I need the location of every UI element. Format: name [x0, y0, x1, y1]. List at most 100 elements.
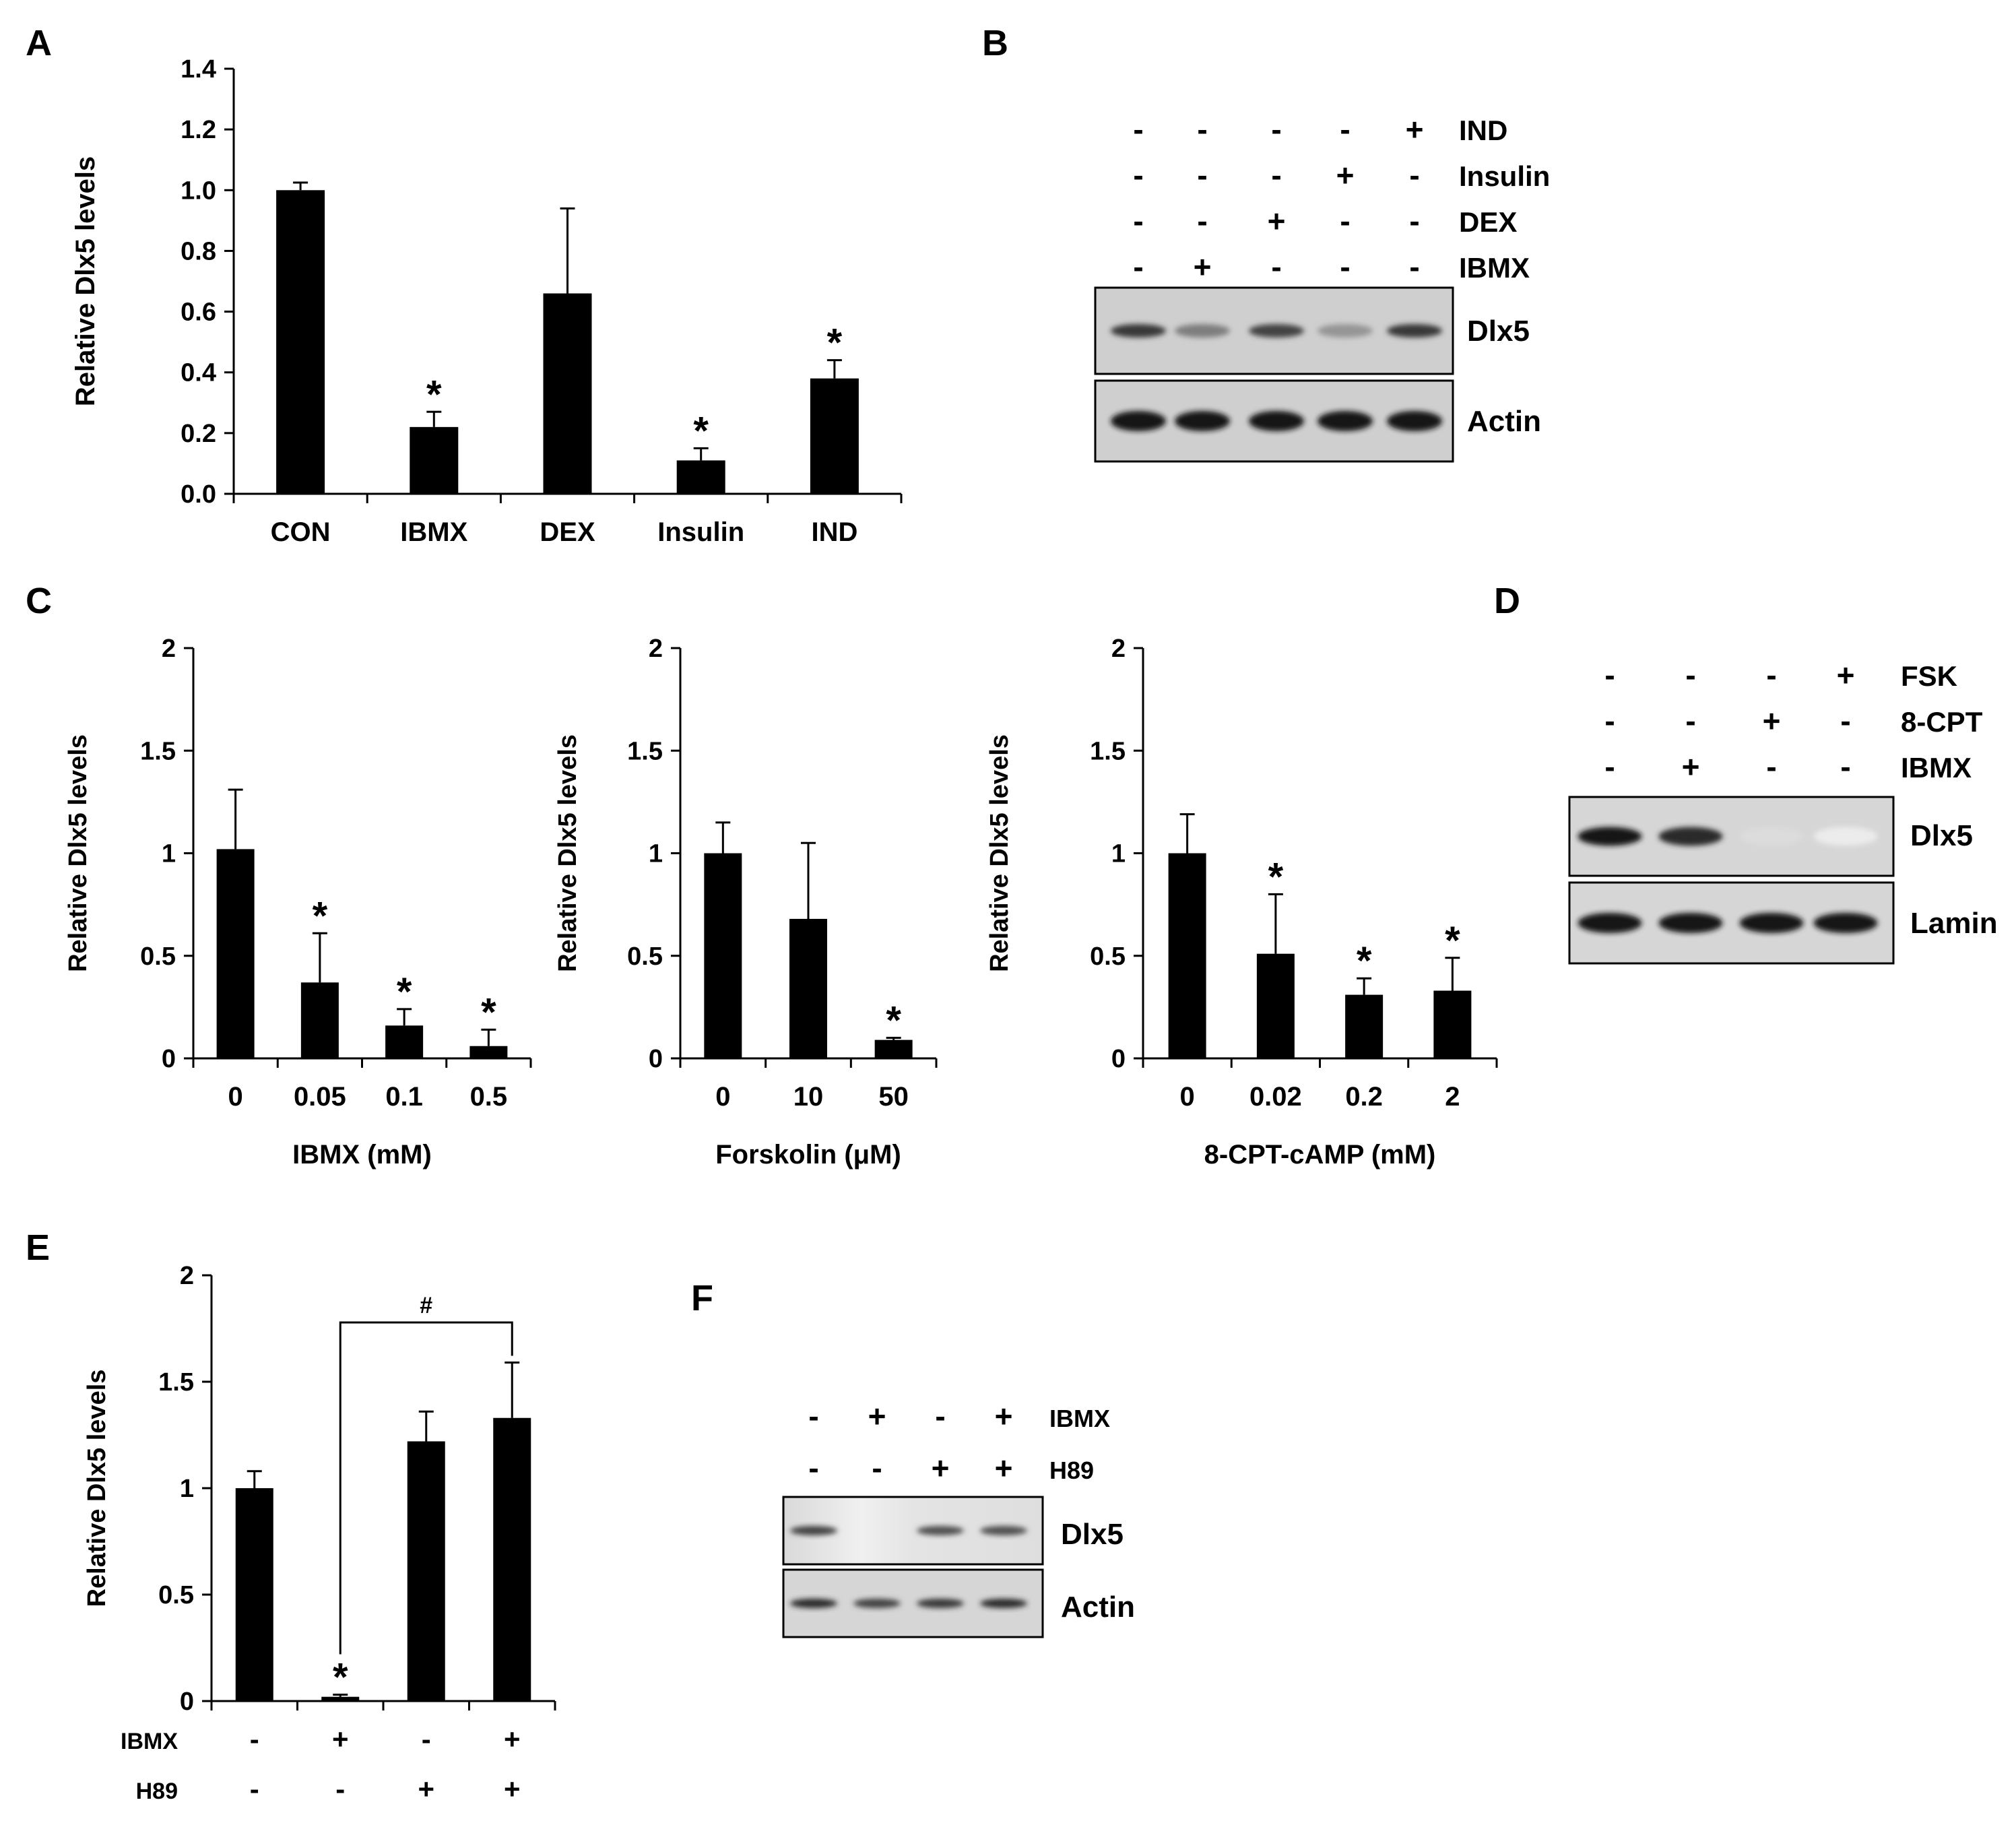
band-label: Actin [1467, 405, 1541, 438]
treatment-label: IBMX [1901, 752, 1972, 783]
bar [874, 1040, 913, 1058]
significance-star: * [333, 1656, 348, 1700]
treatment-label: 8-CPT [1901, 706, 1983, 738]
blot-band [980, 1599, 1027, 1608]
y-tick-label: 0 [162, 1045, 176, 1073]
chart-c3: 0 0.5 1 1.5 2 0 * 0.02 * 0.2 * 2 Relative Dlx5 level… [985, 635, 1498, 1170]
blot-band [1111, 411, 1166, 431]
y-axis-label: Relative Dlx5 levels [554, 734, 582, 972]
treatment-sign: - [1409, 158, 1419, 193]
y-tick-label: 1.4 [181, 55, 216, 84]
blot-band [1318, 324, 1373, 338]
bar [235, 1488, 273, 1701]
significance-star: * [1445, 919, 1460, 963]
y-tick-label: 0 [1111, 1045, 1126, 1073]
y-axis-label: Relative Dlx5 levels [71, 156, 100, 406]
treatment-sign: - [1685, 703, 1695, 738]
blot-band [1578, 913, 1642, 933]
treatment-sign: + [332, 1723, 349, 1755]
blot-band [1658, 913, 1723, 933]
category-label: 2 [1445, 1082, 1460, 1112]
category-label: 0 [1180, 1082, 1195, 1112]
treatment-sign: + [995, 1399, 1013, 1434]
y-tick-label: 0.2 [181, 420, 216, 448]
blot-band [853, 1599, 901, 1608]
blot-band [980, 1526, 1027, 1535]
bar [704, 853, 742, 1058]
treatment-sign: - [1840, 749, 1850, 784]
blot-f: - + - + IBMX - - + + H89 Dlx5 Actin [782, 1399, 1135, 1638]
blot-band [1578, 827, 1642, 846]
y-tick-label: 2 [180, 1262, 194, 1290]
y-tick-label: 2 [162, 635, 176, 663]
treatment-label: Insulin [1459, 160, 1550, 192]
treatment-sign: + [1194, 249, 1212, 284]
bar [676, 460, 725, 494]
bar [276, 190, 325, 494]
x-axis-label: IBMX (mM) [292, 1140, 432, 1170]
band-label: Dlx5 [1910, 819, 1973, 852]
treatment-sign: - [1340, 249, 1350, 284]
blot-band [1249, 411, 1304, 431]
treatment-sign: + [932, 1450, 950, 1485]
y-tick-label: 1 [162, 840, 176, 868]
blot-band [1249, 324, 1304, 338]
treatment-label: IBMX [1049, 1405, 1110, 1432]
bar [1345, 994, 1384, 1058]
treatment-sign: - [1409, 249, 1419, 284]
treatment-sign: - [1197, 158, 1207, 193]
band-label: Lamin [1910, 907, 1998, 940]
treatment-sign: + [504, 1723, 521, 1755]
blot-b: - - - - + IND - - - + - Insulin - - + - - DEX - + - - - IBMX Dlx… [1094, 112, 1550, 463]
category-label: 0.2 [1345, 1082, 1383, 1112]
y-axis-label: Relative Dlx5 levels [83, 1370, 111, 1607]
blot-band [1175, 411, 1230, 431]
treatment-sign: - [422, 1723, 431, 1755]
y-tick-label: 0 [180, 1688, 194, 1716]
bar [410, 426, 459, 494]
treatment-sign: + [504, 1773, 521, 1805]
treatment-sign: - [1271, 112, 1281, 147]
chart-a: 0.0 0.2 0.4 0.6 0.8 1.0 1.2 1.4 CON * IBMX DEX * Insu… [71, 55, 903, 547]
treatment-label: DEX [1459, 206, 1517, 238]
treatment-sign: - [1133, 203, 1143, 238]
y-tick-label: 0.5 [1090, 942, 1126, 971]
treatment-sign: - [872, 1450, 882, 1485]
bracket-label: # [420, 1293, 432, 1318]
band-label: Dlx5 [1467, 315, 1530, 348]
treatment-sign: - [808, 1450, 818, 1485]
y-axis-label: Relative Dlx5 levels [985, 734, 1014, 972]
blot-band [1111, 324, 1166, 338]
panel-letter-b: B [982, 23, 1008, 63]
significance-star: * [313, 894, 328, 938]
treatment-label: IND [1459, 115, 1507, 146]
y-tick-label: 1 [1111, 840, 1126, 868]
treatment-sign: + [868, 1399, 886, 1434]
significance-bracket [339, 1321, 513, 1655]
panel-letter-e: E [26, 1227, 50, 1268]
category-label: 0.1 [385, 1082, 423, 1112]
treatment-row-label: IBMX [121, 1729, 178, 1754]
blot-band [1813, 827, 1878, 846]
significance-star: * [693, 409, 709, 453]
treatment-sign: + [1268, 203, 1286, 238]
blot-band [790, 1526, 837, 1535]
y-tick-label: 0.5 [627, 942, 663, 971]
treatment-sign: + [1336, 158, 1355, 193]
y-tick-label: 0.8 [181, 237, 216, 265]
y-tick-label: 1.5 [158, 1368, 194, 1397]
blot-band [790, 1599, 837, 1608]
significance-star: * [827, 321, 843, 365]
bar [1168, 853, 1206, 1058]
bar [1256, 953, 1295, 1058]
bar [493, 1417, 531, 1701]
treatment-sign: + [1406, 112, 1424, 147]
chart-c1: 0 0.5 1 1.5 2 0 * 0.05 * 0.1 * 0.5 Relative Dlx5 lev… [64, 635, 532, 1170]
treatment-sign: - [250, 1773, 259, 1805]
y-tick-label: 2 [649, 635, 663, 663]
category-label: 10 [793, 1082, 824, 1112]
treatment-sign: - [1604, 658, 1615, 693]
category-label: 0.05 [294, 1082, 346, 1112]
y-tick-label: 1.5 [1090, 737, 1126, 765]
